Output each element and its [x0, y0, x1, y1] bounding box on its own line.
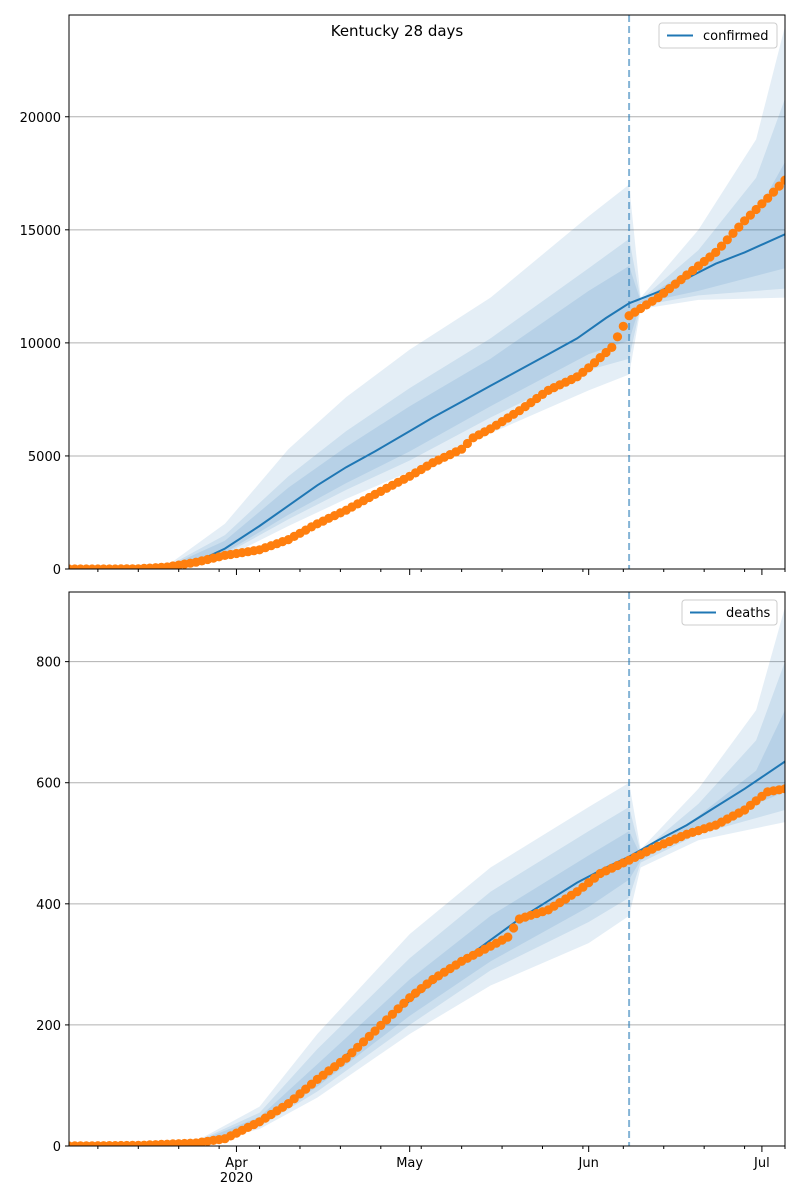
- observed-point: [722, 235, 732, 245]
- observed-point: [341, 1053, 351, 1063]
- observed-point: [364, 1031, 374, 1041]
- observed-point: [740, 216, 750, 226]
- plot-area: [69, 15, 785, 569]
- observed-point: [399, 998, 409, 1008]
- observed-point: [734, 222, 744, 232]
- x-tick-label: Jul: [753, 1156, 770, 1171]
- observed-point: [508, 923, 519, 933]
- chart-title: Kentucky 28 days: [331, 22, 464, 40]
- y-tick-label: 5000: [28, 450, 61, 465]
- y-tick-label: 400: [36, 898, 61, 913]
- y-tick-label: 200: [36, 1019, 61, 1034]
- y-tick-label: 0: [53, 1140, 61, 1155]
- observed-point: [393, 1004, 403, 1014]
- observed-point: [751, 204, 761, 215]
- y-tick-label: 0: [53, 563, 61, 578]
- x-tick-label: May: [396, 1156, 423, 1171]
- x-tick-label: Apr: [225, 1156, 248, 1171]
- observed-point: [711, 247, 721, 257]
- observed-point: [607, 342, 617, 352]
- legend-label: confirmed: [703, 29, 769, 44]
- observed-point: [716, 241, 727, 251]
- observed-point: [745, 210, 756, 220]
- observed-point: [774, 181, 784, 191]
- plot-area: [69, 592, 785, 1146]
- y-tick-label: 15000: [20, 224, 61, 239]
- y-tick-label: 10000: [20, 337, 61, 352]
- y-tick-label: 20000: [20, 111, 61, 126]
- observed-point: [387, 1009, 397, 1019]
- y-tick-label: 800: [36, 656, 61, 671]
- legend-box: [658, 22, 778, 49]
- observed-point: [757, 199, 767, 209]
- observed-point: [382, 1015, 392, 1025]
- x-tick-label: Jun: [578, 1156, 599, 1171]
- observed-point: [353, 1042, 363, 1052]
- y-tick-label: 600: [36, 777, 61, 792]
- observed-point: [376, 1020, 386, 1030]
- confirmed-panel: Kentucky 28 days 0 5000 10000 15000 20000 con…: [20, 14, 786, 578]
- observed-point: [780, 175, 785, 185]
- observed-point: [358, 1037, 369, 1047]
- observed-point: [728, 228, 738, 238]
- axes-frame: [68, 591, 786, 1147]
- observed-point: [347, 1048, 357, 1058]
- observed-point: [612, 332, 623, 342]
- observed-point: [618, 321, 628, 331]
- observed-point: [457, 444, 467, 454]
- legend-label: deaths: [726, 606, 771, 621]
- observed-point: [763, 193, 773, 203]
- observed-point: [462, 438, 472, 449]
- axes-frame: [68, 14, 786, 570]
- observed-point: [768, 187, 779, 197]
- observed-point: [780, 784, 785, 794]
- legend-box: [681, 599, 778, 626]
- observed-point: [503, 932, 513, 942]
- x-tick-sublabel: 2020: [220, 1171, 253, 1186]
- observed-point: [370, 1026, 380, 1036]
